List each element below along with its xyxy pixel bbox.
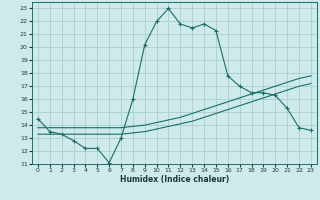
X-axis label: Humidex (Indice chaleur): Humidex (Indice chaleur) <box>120 175 229 184</box>
